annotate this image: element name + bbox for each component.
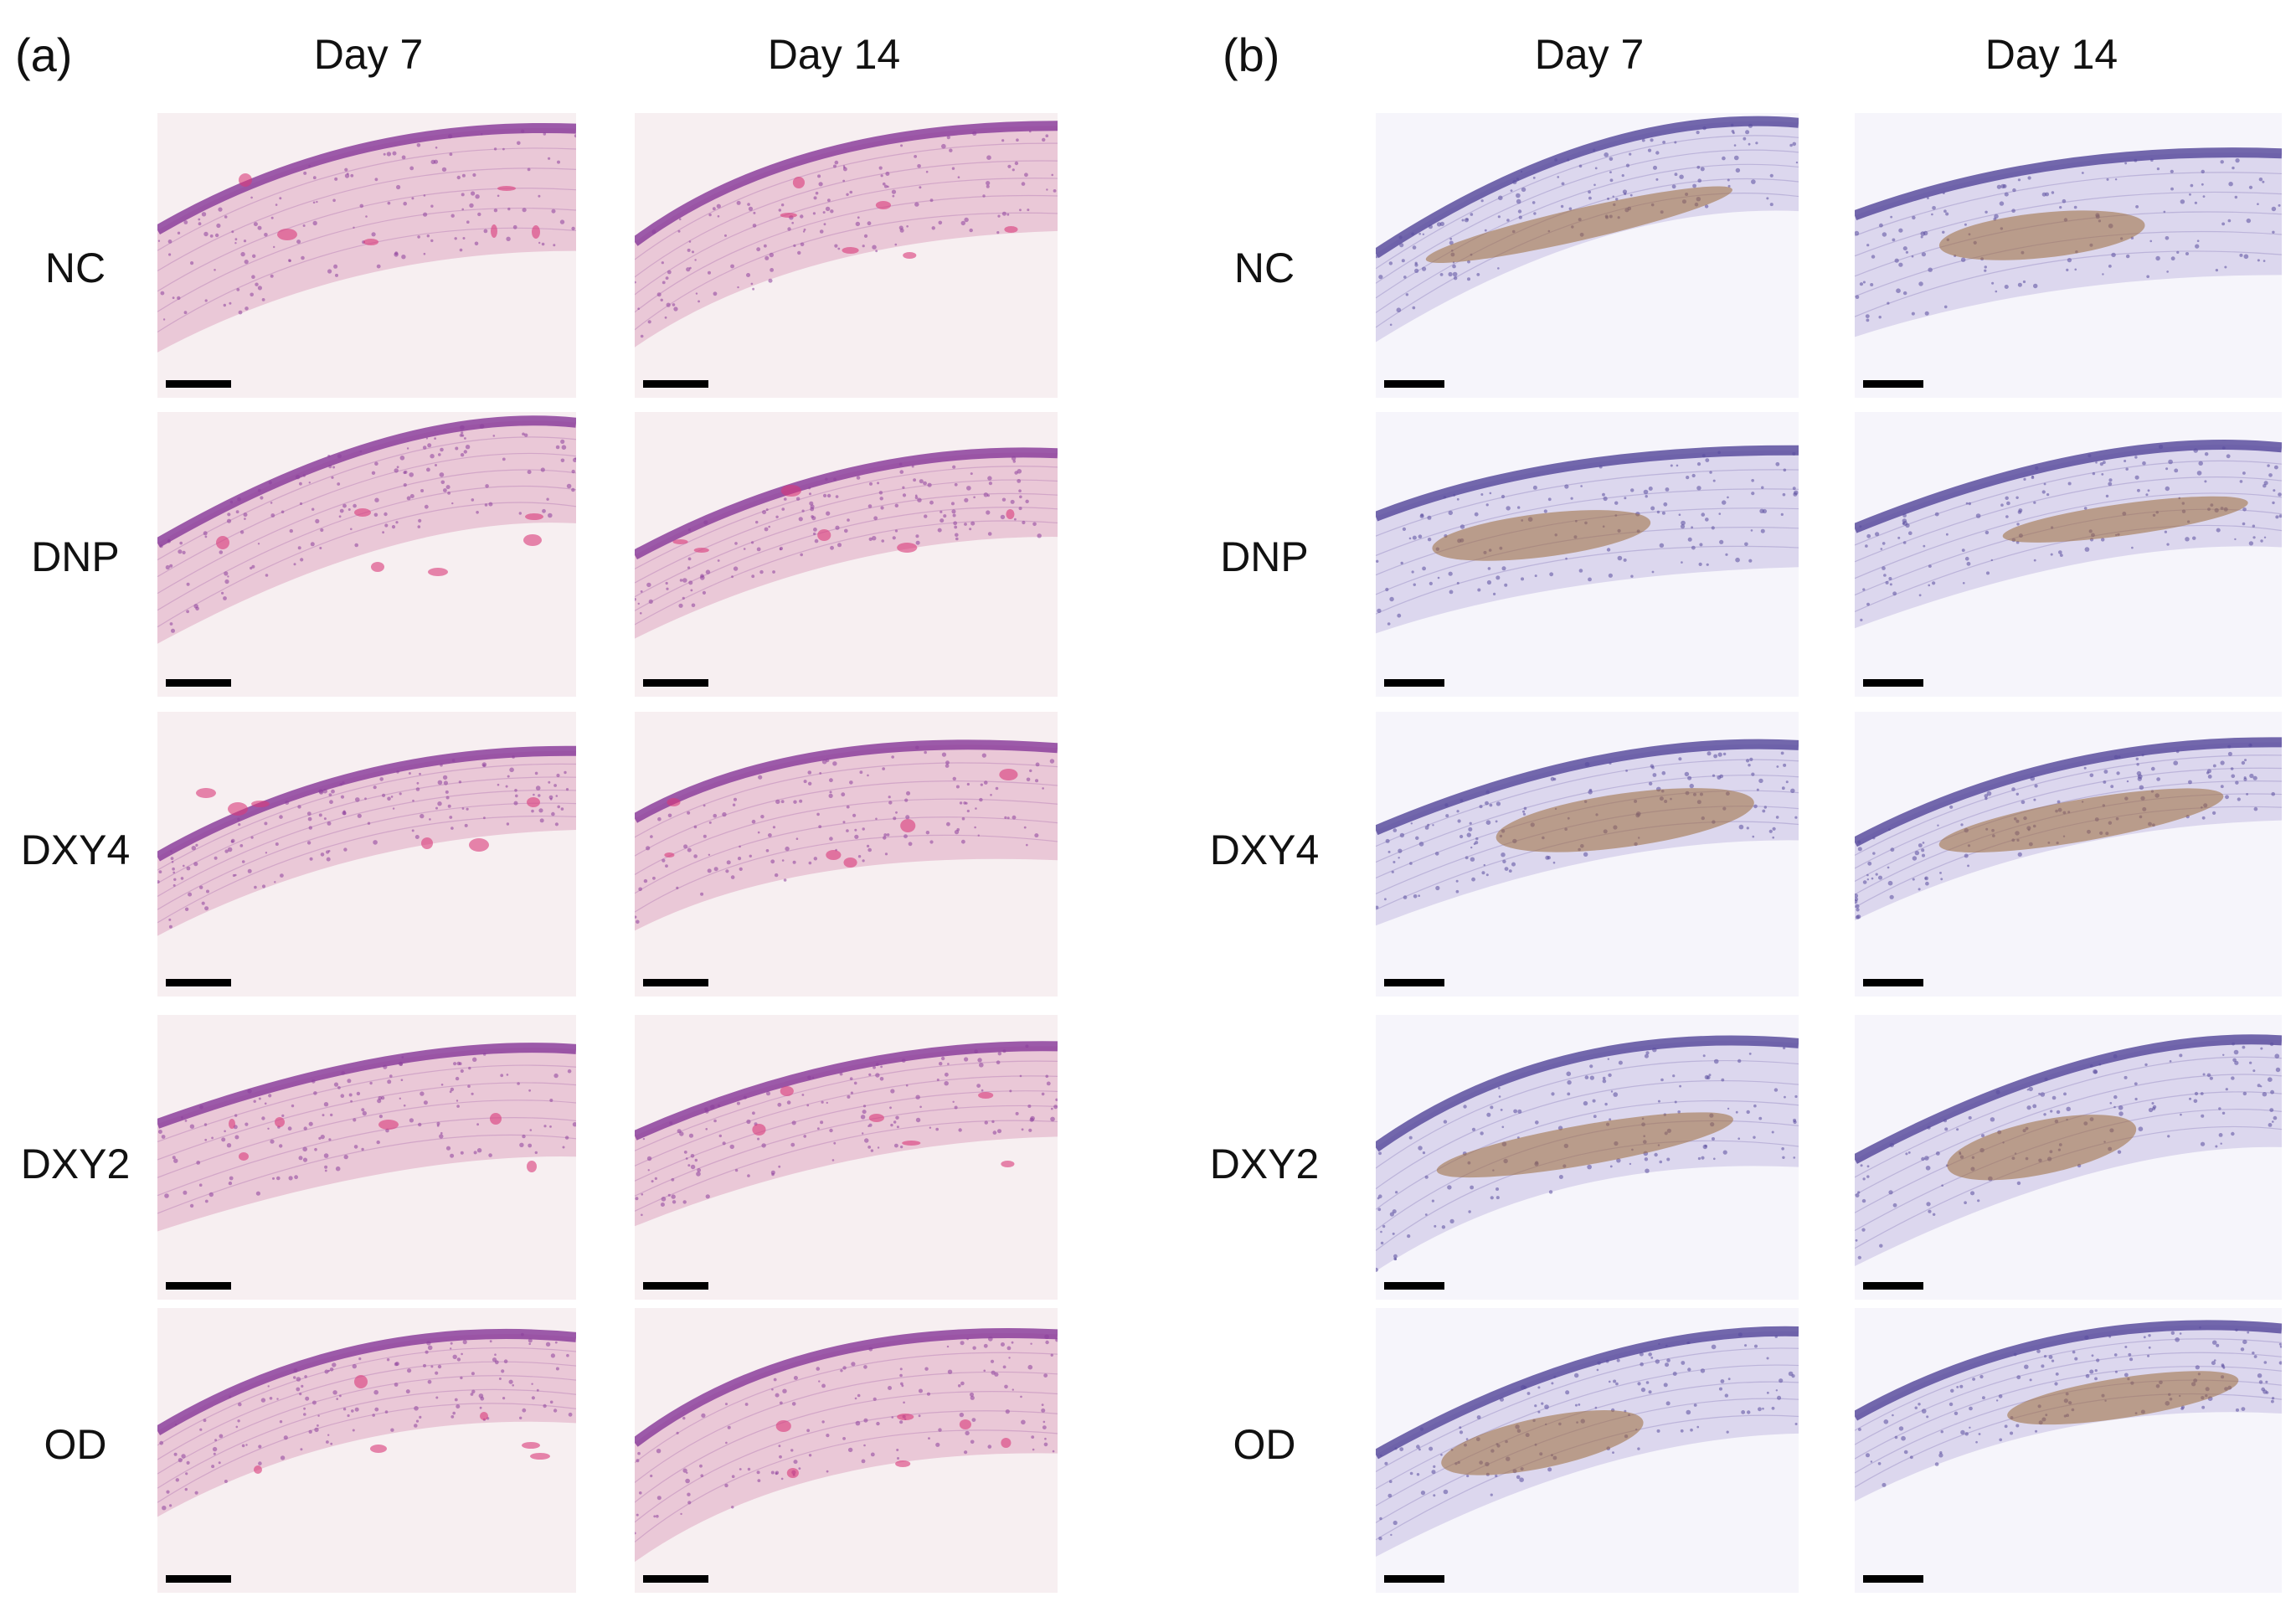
panel-b-row-label: DXY2 [1209,1141,1320,1187]
scale-bar [1384,979,1444,986]
he-micrograph-nc-day14 [635,113,1058,398]
panel-a-row-label: NC [44,245,106,291]
panel-a-col-day14: Day 14 [767,31,901,78]
panel-b-row-label: DXY4 [1209,827,1320,873]
scale-bar [643,1575,708,1583]
ihc-micrograph-nc-day14 [1855,113,2282,398]
scale-bar [643,979,708,986]
scale-bar [1863,1282,1923,1290]
ihc-micrograph-dnp-day14 [1855,412,2282,697]
scale-bar [1863,380,1923,388]
ihc-micrograph-od-day14 [1855,1308,2282,1593]
panel-a-row-label: DNP [31,533,120,580]
ihc-micrograph-dxy4-day14 [1855,712,2282,997]
scale-bar [1863,679,1923,687]
ihc-micrograph-dxy4-day7 [1376,712,1799,997]
panel-b-row-label: NC [1233,245,1295,291]
panel-a-letter: (a) [15,28,73,81]
panel-a-row-label: DXY2 [20,1141,131,1187]
scale-bar [1384,380,1444,388]
scale-bar [643,380,708,388]
ihc-micrograph-nc-day7 [1376,113,1799,398]
panel-a-col-day7: Day 7 [313,31,424,78]
ihc-micrograph-od-day7 [1376,1308,1799,1593]
panel-b-col-day14: Day 14 [1985,31,2118,78]
panel-a-row-label: DXY4 [20,827,131,873]
scale-bar [166,1282,231,1290]
scale-bar [1863,979,1923,986]
ihc-micrograph-dxy2-day14 [1855,1015,2282,1300]
panel-b-col-day7: Day 7 [1534,31,1645,78]
scale-bar [643,1282,708,1290]
he-micrograph-dxy4-day7 [157,712,576,997]
scale-bar [643,679,708,687]
panel-b-row-label: OD [1233,1421,1296,1468]
he-micrograph-dnp-day14 [635,412,1058,697]
ihc-micrograph-dxy2-day7 [1376,1015,1799,1300]
scale-bar [1863,1575,1923,1583]
panel-b-row-label: DNP [1220,533,1309,580]
panel-b-letter: (b) [1223,28,1280,81]
scale-bar [166,380,231,388]
he-micrograph-od-day7 [157,1308,576,1593]
scale-bar [1384,1575,1444,1583]
scale-bar [1384,1282,1444,1290]
he-micrograph-od-day14 [635,1308,1058,1593]
panel-a-row-label: OD [44,1421,107,1468]
he-micrograph-nc-day7 [157,113,576,398]
he-micrograph-dxy2-day7 [157,1015,576,1300]
he-micrograph-dxy4-day14 [635,712,1058,997]
ihc-micrograph-dnp-day7 [1376,412,1799,697]
he-micrograph-dxy2-day14 [635,1015,1058,1300]
scale-bar [166,979,231,986]
scale-bar [1384,679,1444,687]
he-micrograph-dnp-day7 [157,412,576,697]
scale-bar [166,679,231,687]
scale-bar [166,1575,231,1583]
